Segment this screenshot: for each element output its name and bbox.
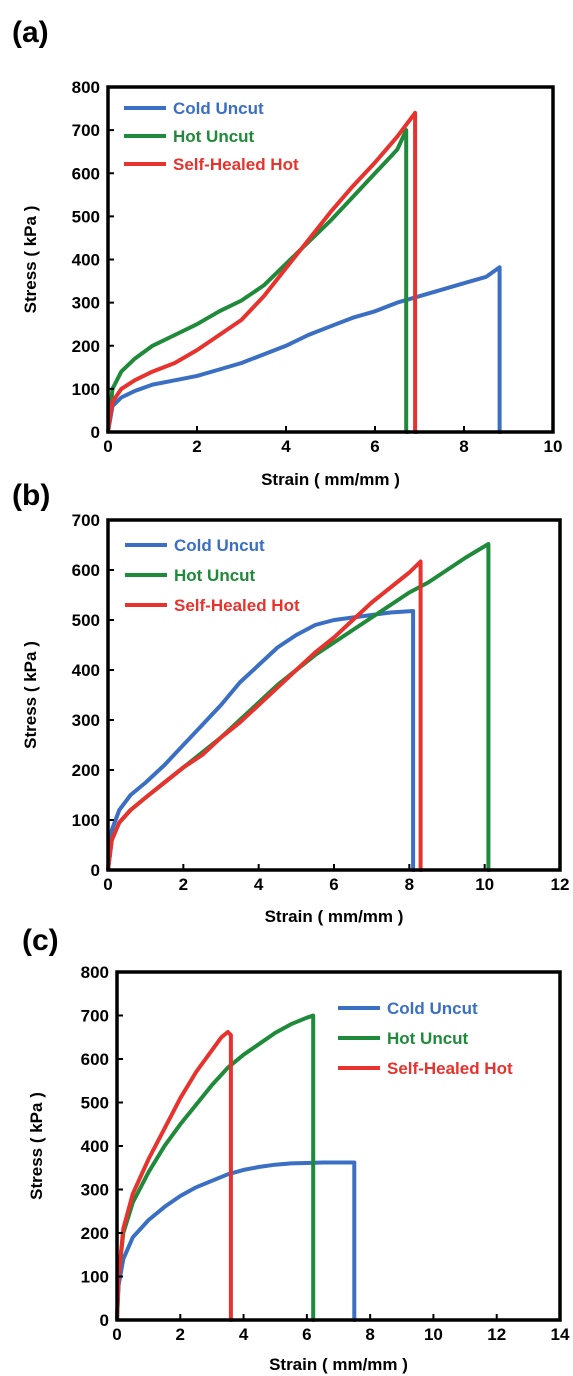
y-tick-label: 800 (81, 963, 109, 982)
series-line-hot-uncut (106, 128, 409, 434)
series-line-cold-uncut (115, 1160, 357, 1322)
series-line-cold-uncut (106, 265, 502, 434)
x-tick-label: 0 (103, 437, 112, 456)
x-tick-label: 8 (405, 875, 414, 894)
x-tick-label: 4 (239, 1325, 249, 1344)
y-tick-label: 500 (81, 1094, 109, 1113)
x-tick-label: 14 (551, 1325, 570, 1344)
y-tick-label: 500 (72, 611, 100, 630)
x-axis-title: Strain ( mm/mm ) (261, 470, 400, 489)
x-tick-label: 2 (176, 1325, 185, 1344)
x-axis-title: Strain ( mm/mm ) (269, 1355, 408, 1374)
y-tick-label: 0 (100, 1311, 109, 1330)
y-tick-label: 800 (72, 78, 100, 97)
x-tick-label: 6 (302, 1325, 311, 1344)
x-tick-label: 8 (365, 1325, 374, 1344)
y-tick-label: 600 (72, 164, 100, 183)
y-tick-label: 300 (72, 294, 100, 313)
legend-label: Cold Uncut (174, 536, 265, 555)
panel-label: (a) (12, 16, 49, 49)
y-tick-label: 200 (81, 1224, 109, 1243)
chart-panel-b: (b) 0 2 4 6 8 10 12 0 100 200 300 400 500 600 700 Strain… (12, 479, 569, 926)
y-tick-label: 200 (72, 761, 100, 780)
x-tick-label: 4 (254, 875, 264, 894)
chart-panel-a: (a)0 2 4 6 8 100100200300400500600700800Strai… (12, 16, 562, 489)
legend-label: Cold Uncut (173, 99, 264, 118)
x-tick-label: 10 (424, 1325, 443, 1344)
x-tick-label: 8 (459, 437, 468, 456)
y-tick-label: 200 (72, 337, 100, 356)
x-tick-label: 0 (103, 875, 112, 894)
legend-label: Self-Healed Hot (387, 1059, 513, 1078)
chart-panel-c: (c) 0 2 4 6 8 10 12 14 0 100 200 300 400 500 600 700 800 S… (22, 924, 570, 1374)
legend: Cold Uncut Hot Uncut Self-Healed Hot (338, 999, 513, 1078)
y-axis-title: Stress ( kPa ) (27, 1092, 46, 1200)
y-tick-label: 600 (81, 1050, 109, 1069)
x-tick-label: 12 (487, 1325, 506, 1344)
legend-label: Cold Uncut (387, 999, 478, 1018)
y-tick-label: 400 (72, 661, 100, 680)
legend-label: Self-Healed Hot (174, 596, 300, 615)
plot-frame (115, 970, 562, 1322)
x-tick-label: 6 (329, 875, 338, 894)
x-tick-label: 6 (370, 437, 379, 456)
x-tick-label: 0 (112, 1325, 121, 1344)
legend: Cold Uncut Hot Uncut Self-Healed Hot (125, 536, 300, 615)
y-tick-label: 700 (72, 511, 100, 530)
x-tick-label: 2 (192, 437, 201, 456)
x-tick-label: 2 (179, 875, 188, 894)
y-tick-label: 700 (72, 121, 100, 140)
y-tick-label: 100 (72, 811, 100, 830)
y-tick-label: 100 (81, 1268, 109, 1287)
panel-label: (c) (22, 924, 59, 957)
y-axis-title: Stress ( kPa ) (21, 641, 40, 749)
legend-label: Hot Uncut (173, 127, 255, 146)
y-tick-label: 400 (72, 251, 100, 270)
y-tick-label: 0 (91, 423, 100, 442)
x-tick-label: 12 (551, 875, 570, 894)
y-tick-label: 0 (91, 861, 100, 880)
y-tick-label: 100 (72, 380, 100, 399)
legend-label: Self-Healed Hot (173, 155, 299, 174)
legend-label: Hot Uncut (387, 1029, 469, 1048)
y-tick-label: 300 (72, 711, 100, 730)
y-tick-label: 700 (81, 1007, 109, 1026)
y-axis-title: Stress ( kPa ) (21, 206, 40, 314)
y-tick-label: 600 (72, 561, 100, 580)
legend-label: Hot Uncut (174, 566, 256, 585)
x-tick-label: 10 (544, 437, 563, 456)
y-tick-label: 300 (81, 1181, 109, 1200)
y-tick-label: 500 (72, 207, 100, 226)
series-line-self-healed-hot (106, 110, 418, 434)
y-tick-label: 400 (81, 1137, 109, 1156)
x-axis-title: Strain ( mm/mm ) (265, 907, 404, 926)
panel-label: (b) (12, 479, 50, 512)
series-line-self-healed-hot (115, 1030, 233, 1322)
series-line-hot-uncut (115, 1013, 316, 1322)
legend: Cold Uncut Hot Uncut Self-Healed Hot (124, 99, 299, 174)
x-tick-label: 10 (475, 875, 494, 894)
series-line-cold-uncut (106, 609, 416, 872)
series-line-hot-uncut (106, 542, 491, 872)
series-line-self-healed-hot (106, 559, 423, 872)
x-tick-label: 4 (281, 437, 291, 456)
